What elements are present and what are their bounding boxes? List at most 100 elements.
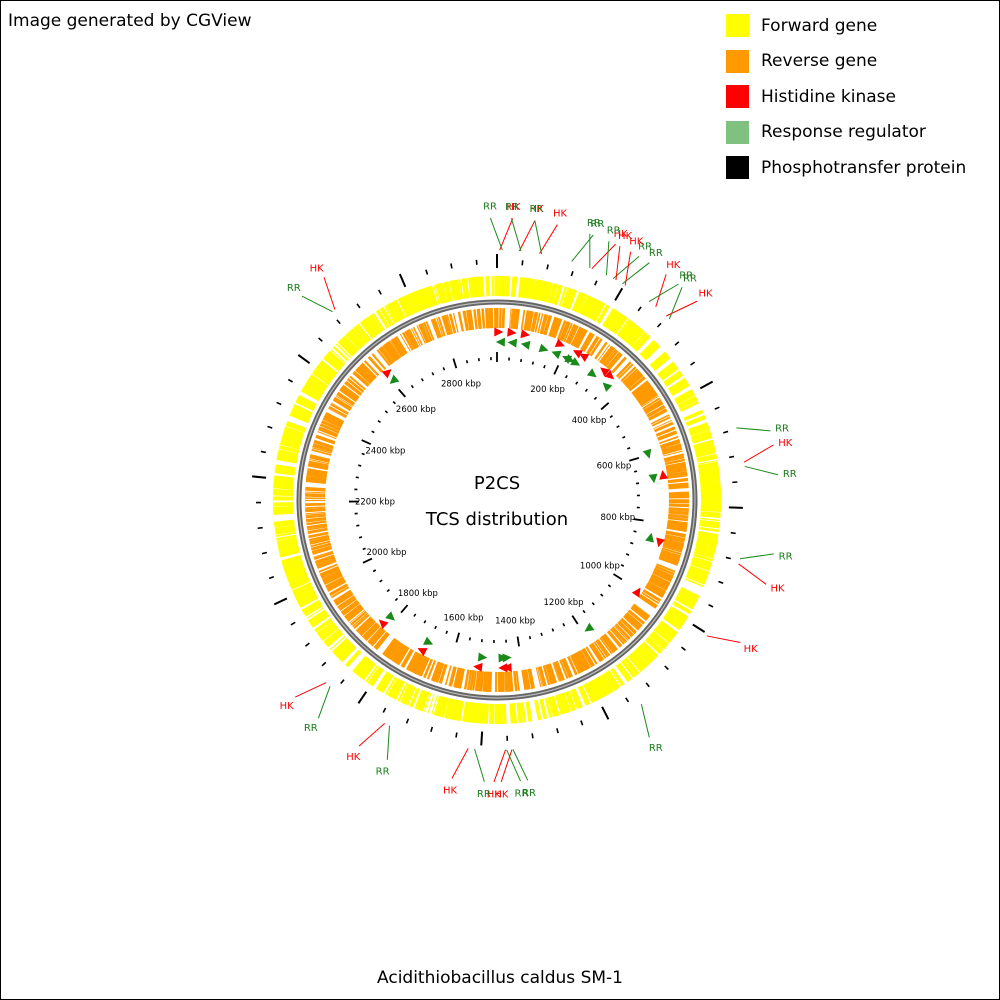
outer-tick	[714, 406, 720, 410]
reverse-gene	[543, 665, 551, 685]
reverse-gene	[318, 427, 338, 436]
forward-gene	[369, 314, 383, 333]
reverse-gene	[313, 550, 333, 558]
outer-tick	[318, 337, 323, 342]
reverse-gene	[318, 564, 338, 573]
ruler-tick	[584, 388, 588, 392]
legend: Forward gene Reverse gene Histidine kina…	[726, 8, 966, 186]
hk-label: HK	[629, 237, 644, 248]
callout-line	[301, 295, 333, 313]
reverse-gene	[627, 609, 645, 625]
reverse-gene	[416, 656, 427, 676]
reverse-gene	[599, 637, 613, 655]
reverse-gene	[336, 393, 355, 406]
reverse-gene	[538, 666, 546, 687]
reverse-gene	[344, 381, 362, 396]
reverse-gene	[309, 455, 330, 463]
forward-gene	[574, 292, 584, 312]
forward-gene	[641, 641, 659, 658]
reverse-gene	[421, 323, 430, 342]
reverse-gene	[364, 624, 380, 640]
forward-gene	[273, 508, 294, 513]
forward-gene	[657, 623, 676, 639]
reverse-gene	[507, 671, 512, 692]
ruler-tick	[400, 604, 409, 614]
callout-line	[706, 635, 741, 644]
reverse-gene	[408, 328, 420, 348]
reverse-gene	[640, 594, 658, 606]
reverse-gene	[553, 318, 563, 339]
reverse-gene	[589, 338, 603, 357]
ruler-tick	[622, 435, 626, 439]
forward-gene	[352, 655, 367, 672]
forward-gene	[638, 645, 654, 662]
rr-label: RR	[649, 743, 663, 754]
legend-swatch-reverse	[726, 49, 749, 73]
forward-gene	[442, 281, 451, 303]
histidine-kinase-marker	[494, 327, 504, 337]
forward-gene	[320, 360, 338, 374]
reverse-gene	[582, 333, 595, 352]
callout-line	[500, 749, 513, 783]
reverse-gene	[520, 309, 526, 330]
ruler-tick	[392, 401, 396, 405]
forward-gene	[684, 578, 704, 588]
reverse-gene	[341, 601, 359, 615]
reverse-gene	[305, 491, 326, 494]
forward-gene	[359, 661, 374, 679]
reverse-gene	[618, 363, 633, 379]
forward-gene	[273, 506, 294, 510]
outer-tick	[521, 260, 524, 266]
forward-gene	[700, 480, 721, 485]
rr-label: RR	[304, 723, 318, 734]
reverse-gene	[653, 568, 674, 579]
forward-gene	[670, 606, 689, 618]
reverse-gene	[641, 591, 660, 605]
reverse-gene	[419, 657, 430, 677]
forward-gene	[341, 646, 357, 663]
forward-gene	[525, 701, 532, 722]
forward-gene	[653, 627, 672, 644]
ruler-tick	[575, 381, 579, 385]
forward-gene	[693, 552, 714, 559]
forward-gene	[452, 699, 459, 720]
reverse-gene	[475, 670, 480, 692]
reverse-gene	[540, 666, 547, 686]
reverse-gene	[663, 539, 684, 547]
forward-gene	[671, 383, 690, 396]
reverse-gene	[610, 628, 625, 645]
forward-gene	[295, 588, 315, 601]
response-regulator-marker	[551, 350, 562, 360]
forward-gene	[641, 341, 658, 358]
response-regulator-marker	[477, 652, 488, 662]
ruler-tick	[358, 464, 362, 467]
outer-tick	[531, 733, 534, 739]
ruler-tick	[607, 584, 612, 588]
forward-gene	[375, 309, 390, 329]
outer-tick	[637, 306, 642, 312]
reverse-gene	[659, 553, 680, 563]
forward-gene	[512, 276, 518, 297]
reverse-gene	[557, 320, 567, 340]
reverse-gene	[602, 348, 617, 366]
reverse-gene	[540, 314, 548, 335]
reverse-gene	[563, 322, 573, 343]
reverse-gene	[662, 447, 683, 456]
forward-gene	[292, 584, 312, 594]
reverse-gene	[481, 308, 486, 329]
reverse-gene	[478, 308, 482, 329]
reverse-gene	[661, 547, 682, 555]
reverse-gene	[427, 660, 436, 680]
histidine-kinase-marker	[579, 353, 590, 362]
reverse-gene	[511, 308, 516, 329]
histidine-kinase-marker	[520, 329, 531, 339]
reverse-gene	[418, 323, 429, 344]
ruler-label: 1200 kbp	[544, 598, 584, 608]
forward-gene	[317, 621, 336, 637]
reverse-gene	[370, 629, 386, 647]
callout-line	[739, 553, 774, 560]
reverse-gene	[665, 461, 686, 469]
reverse-gene	[430, 319, 439, 339]
forward-gene	[597, 305, 610, 324]
outer-tick	[580, 720, 584, 726]
